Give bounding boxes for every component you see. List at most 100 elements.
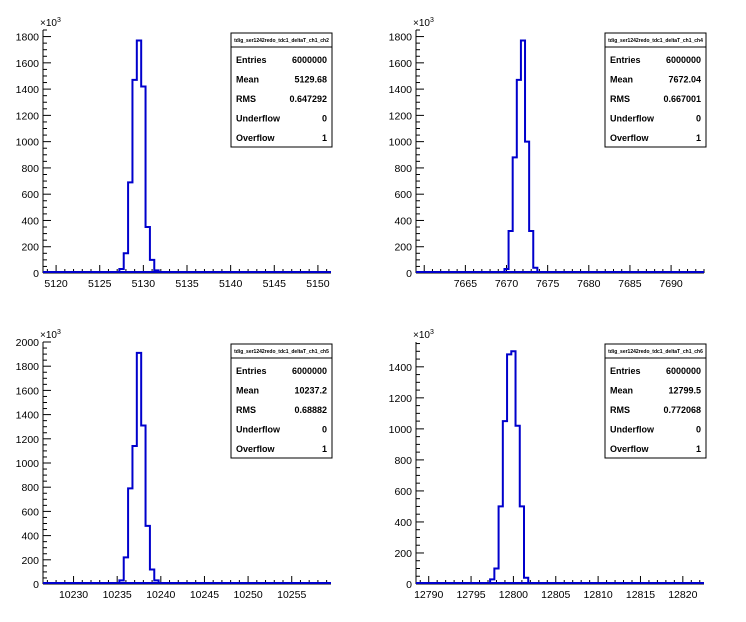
y-tick-label: 200 [21,242,39,254]
y-tick-label: 1800 [16,361,40,373]
y-tick-label: 1000 [389,137,413,149]
y-tick-label: 400 [21,531,39,543]
stats-label-mean: Mean [236,386,259,396]
x-tick-label: 7690 [659,278,683,290]
y-scale-exponent: ×103 [413,17,434,29]
x-tick-label: 7675 [536,278,560,290]
y-tick-label: 800 [394,455,412,467]
stats-label-overflow: Overflow [236,444,276,454]
y-tick-label: 800 [394,163,412,175]
x-tick-label: 5135 [175,278,199,290]
y-tick-label: 1800 [16,32,40,44]
y-tick-label: 2000 [16,337,40,349]
stats-title: tdig_ser1242redo_tdc1_deltaT_ch1_ch2 [234,38,329,44]
stats-label-overflow: Overflow [610,133,650,143]
stats-label-rms: RMS [236,405,256,415]
stats-value-rms: 0.772068 [663,405,701,415]
x-tick-label: 5120 [44,278,68,290]
stats-value-overflow: 1 [322,444,327,454]
y-tick-label: 1600 [16,385,40,397]
x-tick-label: 10250 [233,589,262,601]
stats-label-rms: RMS [236,94,256,104]
y-tick-label: 1800 [389,32,413,44]
y-tick-label: 1000 [16,458,40,470]
x-tick-label: 5130 [132,278,156,290]
y-scale-exponent: ×103 [413,329,434,341]
y-tick-label: 600 [21,189,39,201]
y-tick-label: 1200 [389,393,413,405]
stats-value-mean: 5129.68 [294,75,327,85]
stats-label-overflow: Overflow [610,444,650,454]
x-tick-label: 12795 [456,589,485,601]
histogram-outline [503,39,539,273]
stats-value-underflow: 0 [696,425,701,435]
stats-value-underflow: 0 [696,114,701,124]
y-tick-label: 200 [21,555,39,567]
stats-box [604,343,707,459]
stats-title: tdig_ser1242redo_tdc1_deltaT_ch1_ch6 [608,349,703,355]
stats-label-underflow: Underflow [610,425,655,435]
histogram-panel-1: 0 200 400 600 800 1000 1200 1400 1600 1800 5120 512… [16,17,333,290]
stats-label-mean: Mean [236,75,259,85]
y-tick-label: 1400 [389,84,413,96]
x-tick-label: 10240 [146,589,175,601]
y-tick-label: 1200 [389,110,413,122]
x-tick-label: 5145 [263,278,287,290]
stats-value-entries: 6000000 [292,55,327,65]
x-tick-label: 5150 [306,278,330,290]
stats-value-entries: 6000000 [666,366,701,376]
stats-label-underflow: Underflow [610,114,655,124]
stats-value-rms: 0.647292 [289,94,327,104]
x-tick-label: 12810 [584,589,613,601]
x-tick-label: 7670 [495,278,519,290]
y-tick-label: 600 [394,486,412,498]
stats-value-underflow: 0 [322,114,327,124]
y-tick-label: 800 [21,163,39,175]
y-tick-label: 1600 [16,58,40,70]
stats-value-mean: 10237.2 [294,386,327,396]
y-tick-label: 0 [406,268,412,280]
y-tick-label: 400 [394,517,412,529]
histogram-outline [489,350,530,584]
stats-label-rms: RMS [610,94,630,104]
x-tick-label: 12790 [414,589,443,601]
y-tick-label: 1400 [16,84,40,96]
x-tick-label: 12820 [668,589,697,601]
stats-value-rms: 0.68882 [294,405,327,415]
x-tick-label: 10235 [103,589,132,601]
y-tick-label: 1600 [389,58,413,70]
y-tick-label: 800 [21,482,39,494]
y-tick-label: 400 [21,215,39,227]
x-tick-label: 12805 [541,589,570,601]
stats-label-overflow: Overflow [236,133,276,143]
stats-label-underflow: Underflow [236,425,281,435]
x-tick-label: 7680 [577,278,601,290]
stats-title: tdig_ser1242redo_tdc1_deltaT_ch1_ch5 [234,349,329,355]
histogram-outline [118,351,160,584]
stats-value-underflow: 0 [322,425,327,435]
stats-label-entries: Entries [610,55,641,65]
x-tick-label: 7665 [454,278,478,290]
stats-value-entries: 6000000 [666,55,701,65]
y-tick-label: 1200 [16,110,40,122]
y-scale-exponent: ×103 [40,329,61,341]
x-tick-label: 12815 [626,589,655,601]
histogram-outline [118,39,160,273]
stats-label-entries: Entries [236,366,267,376]
y-tick-label: 600 [394,189,412,201]
x-tick-label: 5140 [219,278,243,290]
y-tick-label: 1400 [16,410,40,422]
stats-label-rms: RMS [610,405,630,415]
stats-value-mean: 7672.04 [668,75,701,85]
x-tick-label: 12800 [499,589,528,601]
y-tick-label: 0 [406,579,412,591]
stats-title: tdig_ser1242redo_tdc1_deltaT_ch1_ch4 [608,38,703,44]
stats-value-mean: 12799.5 [668,386,701,396]
histogram-panel-3: 0 200 400 600 800 1000 1200 1400 1600 1800 2000 102… [16,329,333,601]
stats-value-rms: 0.667001 [663,94,701,104]
histogram-panel-2: 0 200 400 600 800 1000 1200 1400 1600 1800 7665 767… [389,17,707,290]
stats-box [604,32,707,148]
y-tick-label: 1400 [389,362,413,374]
